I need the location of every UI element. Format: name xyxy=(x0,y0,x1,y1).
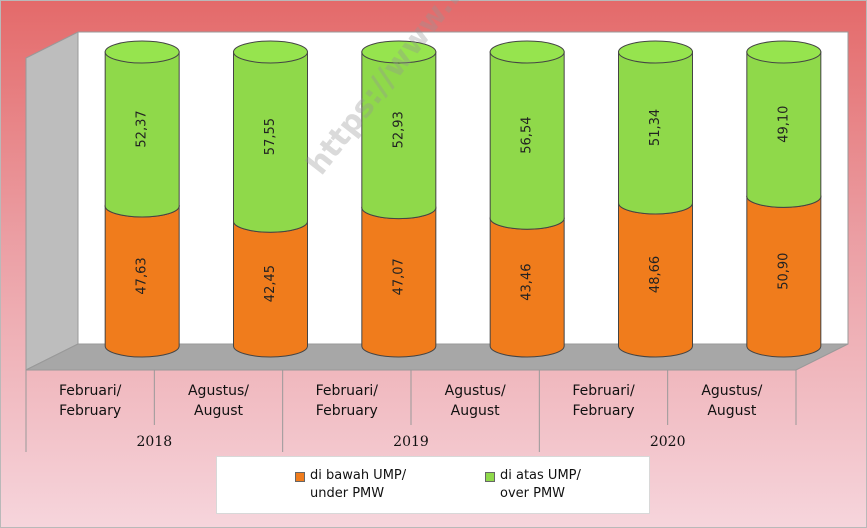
bar-under-1 xyxy=(233,220,308,358)
legend-swatch-over xyxy=(485,472,495,482)
value-label-over-5: 49,10 xyxy=(776,106,791,143)
group-label-2019: 2019 xyxy=(393,434,429,450)
bar-over-top-2 xyxy=(361,40,437,64)
value-label-under-5: 50,90 xyxy=(776,253,791,290)
group-label-2018: 2018 xyxy=(137,434,173,450)
tick-label-4-line2: February xyxy=(572,403,634,419)
bar-under-0 xyxy=(104,205,180,358)
bar-over-0 xyxy=(104,51,180,218)
bar-over-3 xyxy=(489,51,565,230)
value-label-under-3: 43,46 xyxy=(520,264,535,301)
legend-label-over-line1: di atas UMP/ xyxy=(500,468,581,483)
value-label-over-1: 57,55 xyxy=(263,118,278,155)
value-label-over-3: 56,54 xyxy=(520,117,535,154)
bar-over-top-5 xyxy=(746,40,822,64)
plot-back-wall xyxy=(77,31,849,345)
tick-label-0-line2: February xyxy=(59,403,121,419)
legend-label-over-line2: over PMW xyxy=(500,486,566,501)
plot-side-wall xyxy=(25,31,79,371)
tick-label-4-line1: Februari/ xyxy=(572,383,635,399)
value-label-over-2: 52,93 xyxy=(391,111,406,148)
bar-over-5 xyxy=(746,51,822,208)
bar-over-top-1 xyxy=(233,40,308,64)
value-label-under-2: 47,07 xyxy=(391,258,406,295)
tick-label-0-line1: Februari/ xyxy=(59,383,122,399)
tick-label-1-line1: Agustus/ xyxy=(188,383,249,399)
legend-swatch-under xyxy=(295,472,305,482)
value-label-under-0: 47,63 xyxy=(135,257,150,294)
chart-legend: di bawah UMP/ under PMW di atas UMP/ ove… xyxy=(216,456,650,514)
bar-under-3 xyxy=(489,217,565,358)
legend-label-under-line2: under PMW xyxy=(310,486,385,501)
tick-label-2-line1: Februari/ xyxy=(316,383,379,399)
bar-under-4 xyxy=(618,202,693,358)
value-label-over-4: 51,34 xyxy=(648,109,663,146)
tick-label-1-line2: August xyxy=(194,403,244,419)
bar-over-top-3 xyxy=(489,40,565,64)
value-label-over-0: 52,37 xyxy=(135,110,150,147)
legend-item-under: di bawah UMP/ under PMW xyxy=(295,467,406,503)
bar-over-top-4 xyxy=(618,40,693,64)
tick-label-5-line1: Agustus/ xyxy=(701,383,762,399)
bar-over-2 xyxy=(361,51,437,220)
bar-under-5 xyxy=(746,195,822,358)
group-label-2020: 2020 xyxy=(650,434,686,450)
legend-label-under-line1: di bawah UMP/ xyxy=(310,468,407,483)
value-label-under-4: 48,66 xyxy=(648,256,663,293)
value-label-under-1: 42,45 xyxy=(263,265,278,302)
bar-over-top-0 xyxy=(104,40,180,64)
bar-over-1 xyxy=(233,51,308,233)
tick-label-5-line2: August xyxy=(707,403,757,419)
legend-item-over: di atas UMP/ over PMW xyxy=(485,467,581,503)
tick-label-3-line1: Agustus/ xyxy=(445,383,506,399)
tick-label-2-line2: February xyxy=(316,403,378,419)
bar-under-2 xyxy=(361,207,437,358)
bar-over-4 xyxy=(618,51,693,215)
tick-label-3-line2: August xyxy=(451,403,501,419)
